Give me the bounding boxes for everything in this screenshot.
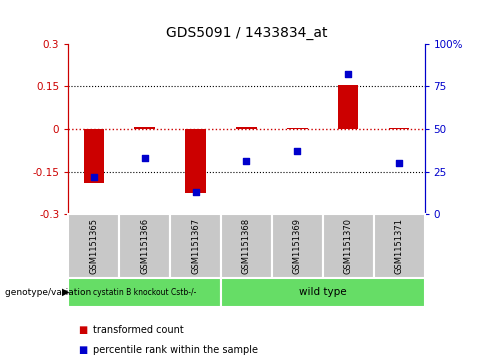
Point [141,155,148,161]
Bar [221,278,425,307]
Text: GSM1151370: GSM1151370 [344,218,353,274]
Bar [272,214,323,278]
Bar [236,127,257,129]
Text: ▶: ▶ [62,287,69,297]
Text: ■: ■ [78,345,87,355]
Bar [68,214,119,278]
Text: wild type: wild type [299,287,346,297]
Point [192,189,200,195]
Bar [83,129,104,183]
Point [293,148,301,154]
Bar [185,129,206,193]
Bar [68,278,221,307]
Bar [338,85,358,129]
Text: GSM1151367: GSM1151367 [191,218,200,274]
Bar [374,214,425,278]
Bar [221,214,272,278]
Text: genotype/variation: genotype/variation [5,288,94,297]
Point [345,72,352,77]
Point [90,174,98,180]
Bar [389,128,409,129]
Text: GSM1151366: GSM1151366 [140,218,149,274]
Bar [119,214,170,278]
Point [243,158,250,164]
Title: GDS5091 / 1433834_at: GDS5091 / 1433834_at [166,26,327,40]
Point [395,160,403,166]
Text: percentile rank within the sample: percentile rank within the sample [93,345,258,355]
Text: GSM1151371: GSM1151371 [395,218,404,274]
Bar [287,128,307,129]
Text: GSM1151369: GSM1151369 [293,218,302,274]
Bar [170,214,221,278]
Text: ■: ■ [78,325,87,335]
Bar [135,127,155,129]
Text: GSM1151365: GSM1151365 [89,218,98,274]
Text: transformed count: transformed count [93,325,183,335]
Text: cystatin B knockout Cstb-/-: cystatin B knockout Cstb-/- [93,288,196,297]
Bar [323,214,374,278]
Text: GSM1151368: GSM1151368 [242,218,251,274]
